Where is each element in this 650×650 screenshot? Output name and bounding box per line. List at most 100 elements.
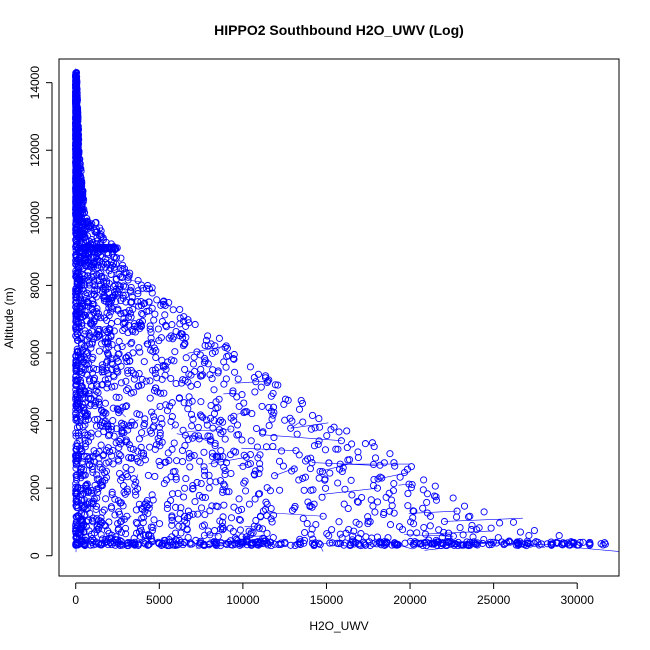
data-point bbox=[77, 445, 85, 453]
data-point bbox=[227, 451, 235, 459]
data-point bbox=[141, 456, 149, 464]
data-point bbox=[334, 445, 342, 453]
data-point bbox=[282, 395, 290, 403]
data-point bbox=[347, 476, 355, 484]
data-point bbox=[121, 324, 129, 332]
data-point bbox=[134, 290, 142, 298]
data-point bbox=[456, 524, 464, 532]
data-point bbox=[103, 327, 111, 335]
data-point bbox=[204, 332, 212, 340]
data-point bbox=[388, 502, 396, 510]
data-point bbox=[160, 479, 168, 488]
data-point bbox=[270, 433, 278, 441]
data-point bbox=[149, 496, 157, 504]
data-point bbox=[73, 498, 81, 506]
data-point bbox=[127, 340, 135, 348]
data-point bbox=[468, 521, 476, 529]
data-point bbox=[315, 539, 323, 547]
data-point bbox=[480, 508, 488, 516]
data-point bbox=[210, 460, 218, 468]
data-point bbox=[376, 461, 384, 469]
data-point bbox=[308, 411, 317, 419]
data-point bbox=[97, 441, 105, 449]
data-point bbox=[100, 274, 108, 282]
data-point bbox=[108, 261, 116, 269]
data-point bbox=[97, 421, 105, 429]
data-point bbox=[104, 423, 112, 431]
data-point bbox=[89, 468, 97, 476]
data-point bbox=[72, 367, 80, 375]
data-point bbox=[76, 273, 84, 281]
data-point bbox=[121, 524, 130, 532]
data-point bbox=[94, 430, 102, 438]
data-point bbox=[78, 383, 86, 391]
data-point bbox=[91, 402, 99, 410]
data-point bbox=[201, 493, 210, 502]
data-point bbox=[73, 476, 81, 484]
data-point bbox=[437, 541, 445, 549]
data-point bbox=[239, 538, 247, 547]
data-point bbox=[117, 254, 125, 262]
data-point bbox=[431, 482, 439, 490]
data-point bbox=[171, 529, 180, 537]
data-point bbox=[323, 432, 331, 440]
data-point bbox=[72, 254, 80, 262]
data-point bbox=[107, 422, 115, 431]
data-point bbox=[150, 516, 158, 524]
data-point bbox=[156, 461, 164, 470]
data-point bbox=[245, 500, 253, 508]
data-point bbox=[77, 516, 85, 525]
data-point bbox=[406, 529, 414, 537]
data-point bbox=[169, 306, 177, 314]
data-point bbox=[184, 405, 192, 413]
data-point bbox=[123, 353, 131, 361]
data-point bbox=[72, 352, 80, 360]
data-point bbox=[76, 161, 84, 170]
data-point bbox=[146, 325, 154, 333]
data-point bbox=[449, 494, 457, 502]
data-point bbox=[82, 537, 90, 545]
data-point bbox=[230, 350, 238, 359]
data-point bbox=[95, 460, 103, 468]
data-point bbox=[251, 471, 259, 479]
data-point bbox=[256, 512, 265, 520]
data-point bbox=[72, 296, 80, 304]
data-point bbox=[267, 407, 275, 415]
data-point bbox=[227, 514, 236, 522]
data-point bbox=[190, 353, 198, 361]
data-point bbox=[134, 457, 142, 465]
data-point bbox=[367, 496, 375, 504]
data-point bbox=[197, 480, 205, 488]
data-point bbox=[157, 334, 165, 342]
data-point bbox=[343, 427, 351, 435]
data-point bbox=[151, 472, 159, 480]
data-point bbox=[87, 457, 95, 465]
data-point bbox=[81, 360, 89, 368]
data-point bbox=[419, 486, 427, 494]
data-point bbox=[196, 539, 204, 547]
data-point bbox=[354, 448, 362, 456]
data-point bbox=[205, 484, 213, 492]
data-point bbox=[194, 510, 202, 518]
data-point bbox=[391, 462, 399, 470]
data-point bbox=[92, 505, 100, 513]
data-point bbox=[296, 540, 305, 548]
data-point bbox=[311, 424, 319, 432]
data-point bbox=[555, 532, 563, 540]
data-point bbox=[158, 420, 166, 428]
data-point bbox=[411, 538, 419, 546]
data-point bbox=[183, 526, 191, 534]
y-tick-label: 2000 bbox=[28, 474, 42, 501]
data-point bbox=[74, 264, 82, 272]
data-point bbox=[219, 428, 227, 436]
data-point bbox=[84, 455, 92, 463]
data-point bbox=[102, 345, 110, 354]
data-point bbox=[191, 367, 199, 375]
data-point bbox=[125, 306, 133, 314]
data-point bbox=[281, 540, 289, 548]
data-point bbox=[344, 504, 352, 513]
data-point bbox=[235, 495, 243, 503]
data-point bbox=[180, 313, 188, 321]
data-point bbox=[81, 291, 89, 299]
data-point bbox=[217, 429, 225, 438]
